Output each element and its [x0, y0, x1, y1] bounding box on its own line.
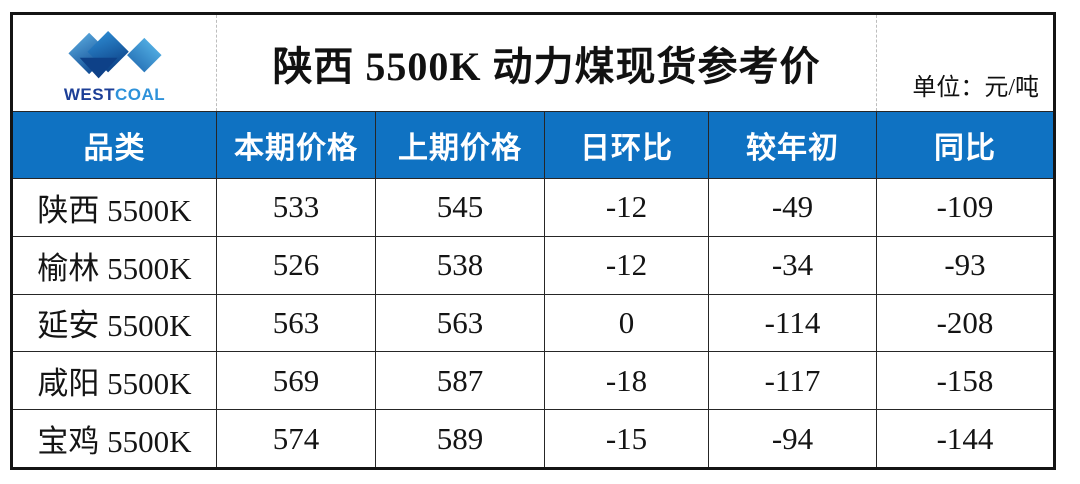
row-previous-price: 563: [376, 293, 545, 352]
row-category: 咸阳 5500K: [13, 351, 217, 410]
row-current-price: 563: [217, 293, 376, 352]
row-yoy-change: -93: [877, 235, 1053, 294]
row-category: 延安 5500K: [13, 293, 217, 352]
row-current-price: 574: [217, 409, 376, 467]
westcoal-w-icon: [67, 30, 162, 78]
row-current-price: 533: [217, 178, 376, 236]
row-ytd-change: -49: [709, 178, 877, 236]
col-header-yoy-change: 同比: [877, 111, 1053, 178]
col-header-previous-price: 上期价格: [376, 111, 545, 178]
row-previous-price: 587: [376, 351, 545, 410]
row-yoy-change: -144: [877, 409, 1053, 467]
row-daily-change: 0: [545, 293, 709, 352]
row-yoy-change: -109: [877, 178, 1053, 236]
row-previous-price: 545: [376, 178, 545, 236]
col-header-category: 品类: [13, 111, 217, 178]
unit-label: 单位：元/吨: [912, 75, 1039, 101]
row-current-price: 569: [217, 351, 376, 410]
logo-coal-text: COAL: [114, 84, 166, 104]
westcoal-logo: WESTCOAL: [13, 15, 217, 111]
row-ytd-change: -114: [709, 293, 877, 352]
westcoal-wordmark: WESTCOAL: [64, 86, 165, 103]
coal-price-table: WESTCOAL 陕西 5500K 动力煤现货参考价 单位：元/吨 品类 本期价…: [10, 12, 1056, 470]
row-ytd-change: -34: [709, 235, 877, 294]
row-ytd-change: -117: [709, 351, 877, 410]
row-daily-change: -12: [545, 235, 709, 294]
row-previous-price: 538: [376, 235, 545, 294]
col-header-current-price: 本期价格: [217, 111, 376, 178]
row-current-price: 526: [217, 235, 376, 294]
row-daily-change: -12: [545, 178, 709, 236]
row-category: 陕西 5500K: [13, 178, 217, 236]
logo-west-text: WEST: [63, 84, 115, 104]
row-ytd-change: -94: [709, 409, 877, 467]
row-daily-change: -15: [545, 409, 709, 467]
row-yoy-change: -158: [877, 351, 1053, 410]
row-category: 宝鸡 5500K: [13, 409, 217, 467]
table-title: 陕西 5500K 动力煤现货参考价: [217, 15, 877, 111]
row-previous-price: 589: [376, 409, 545, 467]
row-yoy-change: -208: [877, 293, 1053, 352]
row-category: 榆林 5500K: [13, 235, 217, 294]
col-header-ytd-change: 较年初: [709, 111, 877, 178]
row-daily-change: -18: [545, 351, 709, 410]
col-header-daily-change: 日环比: [545, 111, 709, 178]
